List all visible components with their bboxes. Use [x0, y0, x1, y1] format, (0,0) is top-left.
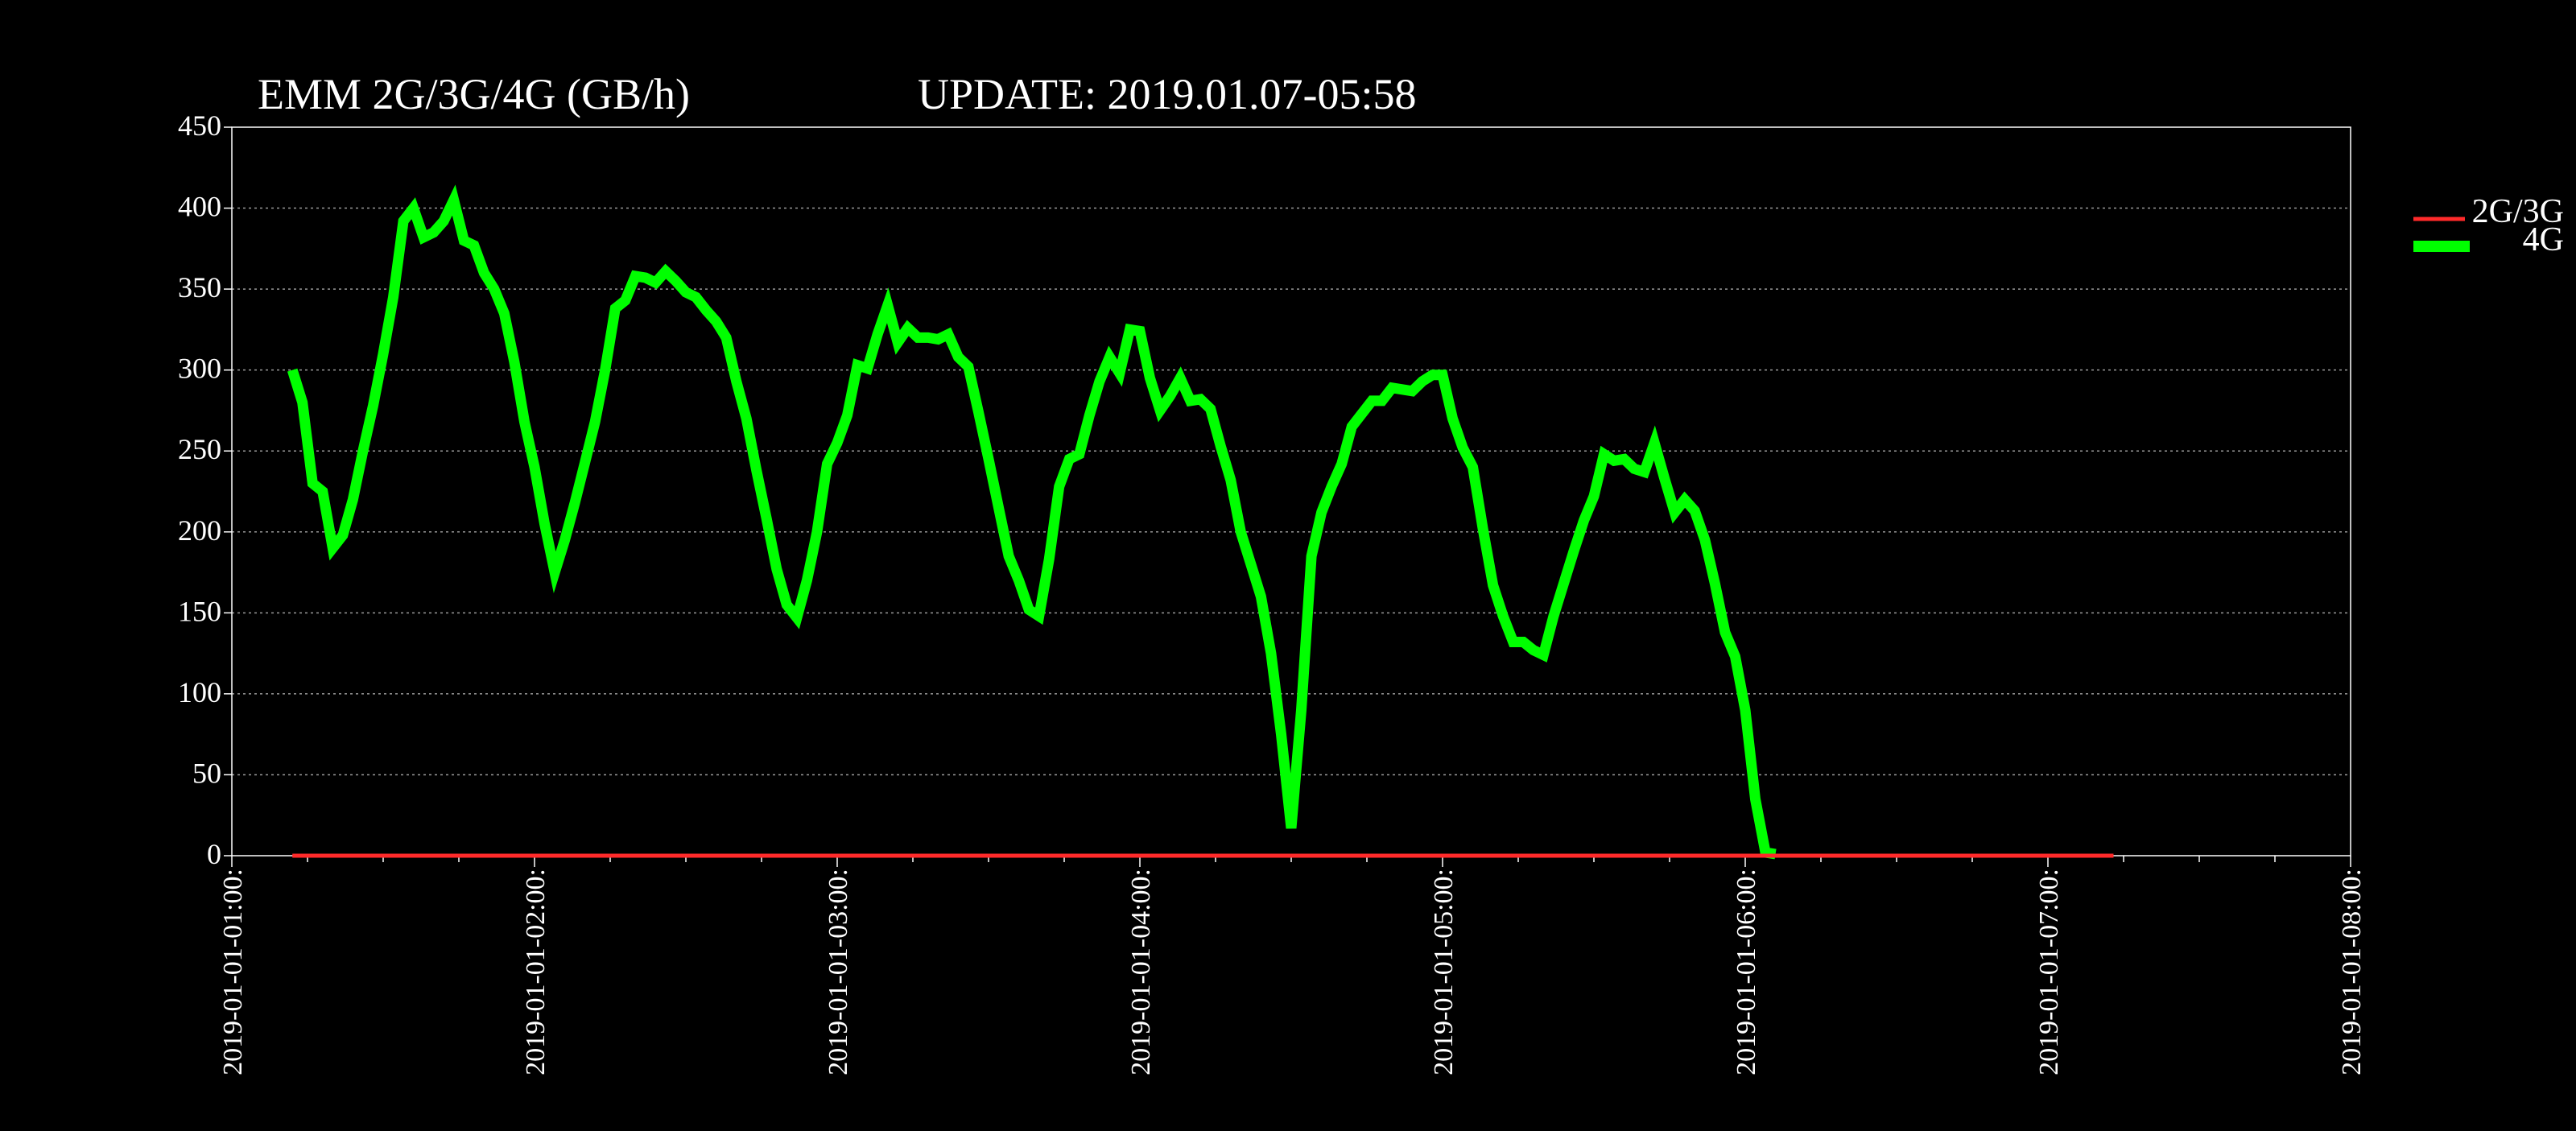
series-line-4g — [287, 184, 1777, 860]
y-tick-label: 100 — [178, 676, 221, 708]
y-tick-label: 300 — [178, 353, 221, 385]
x-tick-label: 2019-01-01-08:00: — [2337, 869, 2367, 1075]
x-tick-label: 2019-01-01-02:00: — [521, 869, 551, 1075]
grid — [232, 207, 2351, 776]
x-tick-label: 2019-01-01-03:00: — [824, 869, 853, 1075]
y-tick-label: 0 — [207, 838, 221, 870]
update-timestamp: UPDATE: 2019.01.07-05:58 — [918, 70, 1417, 118]
y-tick-label: 250 — [178, 433, 221, 465]
y-tick-label: 350 — [178, 271, 221, 303]
x-tick-label: 2019-01-01-01:00: — [218, 869, 248, 1075]
legend: 2G/3G 4G — [2413, 193, 2564, 258]
x-tick-label: 2019-01-01-06:00: — [1732, 869, 1761, 1075]
series — [287, 184, 2114, 860]
legend-label-2g3g: 2G/3G — [2472, 193, 2564, 230]
y-tick-label: 400 — [178, 191, 221, 223]
y-tick-label: 450 — [178, 109, 221, 142]
legend-label-4g: 4G — [2523, 221, 2564, 258]
y-tick-label: 200 — [178, 514, 221, 547]
x-axis-ticks: 2019-01-01-01:00: 2019-01-01-02:00: 2019-0… — [218, 856, 2367, 1075]
y-axis-ticks: 0 50 100 150 200 250 300 350 400 450 — [178, 109, 232, 870]
x-tick-label: 2019-01-01-05:00: — [1429, 869, 1459, 1075]
y-tick-label: 150 — [178, 595, 221, 627]
chart-title: EMM 2G/3G/4G (GB/h) — [258, 70, 690, 118]
x-tick-label: 2019-01-01-04:00: — [1126, 869, 1156, 1075]
x-tick-label: 2019-01-01-07:00: — [2034, 869, 2064, 1075]
y-tick-label: 50 — [192, 757, 221, 789]
